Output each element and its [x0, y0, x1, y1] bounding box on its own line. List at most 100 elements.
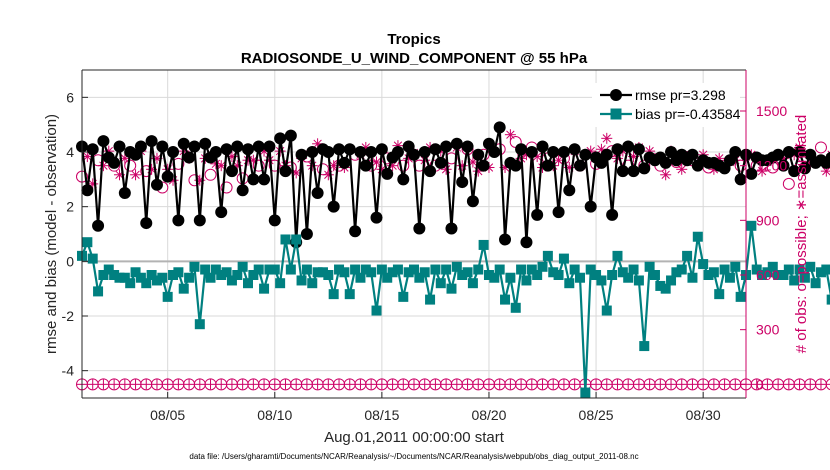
- obs-assimilated-point: [756, 165, 768, 177]
- rmse-point: [113, 140, 126, 153]
- bias-point: [173, 267, 184, 278]
- bias-point: [360, 264, 371, 275]
- obs-zero-possible-point: [825, 378, 830, 391]
- obs-possible-point: [782, 177, 795, 190]
- y-tick-label: 6: [66, 89, 74, 105]
- rmse-point: [777, 159, 790, 172]
- obs-assimilated-stroke: [677, 165, 686, 174]
- legend-bias-marker: [610, 108, 622, 120]
- rmse-point: [258, 173, 271, 186]
- obs-assimilated-stroke: [217, 161, 226, 170]
- rmse-point: [729, 146, 742, 158]
- rmse-point: [140, 217, 153, 230]
- rmse-point: [574, 159, 586, 172]
- bias-point: [778, 270, 789, 280]
- rmse-point: [541, 159, 554, 172]
- bias-point: [328, 289, 339, 300]
- bias-point: [708, 267, 719, 278]
- rmse-point: [354, 146, 367, 158]
- bias-point: [521, 275, 532, 286]
- rmse-point: [515, 143, 528, 156]
- bias-point: [376, 264, 387, 275]
- bias-point: [285, 264, 296, 275]
- bias-point: [350, 264, 361, 275]
- rmse-point: [220, 143, 233, 156]
- bias-point: [473, 264, 484, 275]
- bias-point: [692, 231, 703, 242]
- x-tick-label: 08/05: [150, 407, 185, 423]
- x-tick-label: 08/20: [471, 407, 506, 423]
- rmse-point: [798, 162, 811, 175]
- bias-point: [794, 264, 805, 275]
- x-tick-label: 08/30: [686, 407, 721, 423]
- legend-bias-label: bias pr=-0.43584: [635, 106, 741, 122]
- bias-point: [296, 275, 307, 286]
- bias-point: [451, 261, 462, 272]
- chart-subtitle: RADIOSONDE_U_WIND_COMPONENT @ 55 hPa: [241, 50, 588, 67]
- rmse-point: [167, 146, 180, 158]
- y-tick-label: -2: [62, 308, 75, 324]
- rmse-point: [209, 146, 222, 158]
- y2-tick-label: 0: [756, 376, 764, 392]
- bias-point: [633, 275, 644, 286]
- bias-point: [821, 264, 830, 275]
- legend-rmse-marker: [610, 89, 622, 101]
- bias-point: [478, 239, 489, 250]
- bias-point: [714, 289, 725, 300]
- rmse-point: [584, 200, 597, 213]
- legend-rmse-label: rmse pr=3.298: [635, 87, 726, 103]
- rmse-point: [445, 222, 458, 235]
- bias-point: [644, 261, 655, 272]
- rmse-point: [365, 146, 378, 158]
- bias-point: [98, 270, 109, 280]
- y2-tick-label: 600: [756, 267, 780, 283]
- bias-point: [815, 267, 826, 278]
- obs-assimilated-point: [660, 169, 672, 181]
- rmse-point: [440, 140, 453, 153]
- bias-point: [226, 275, 237, 286]
- rmse-point: [772, 148, 785, 161]
- bias-point: [542, 250, 553, 261]
- bias-point: [157, 272, 168, 283]
- bias-point: [291, 234, 302, 245]
- bias-point: [671, 267, 682, 278]
- bias-point: [553, 270, 564, 280]
- rmse-point: [188, 140, 201, 153]
- rmse-point: [215, 206, 228, 219]
- obs-assimilated-stroke: [131, 170, 140, 179]
- bias-point: [591, 270, 602, 280]
- bias-point: [269, 264, 280, 275]
- bias-point: [762, 267, 773, 278]
- rmse-series: [76, 121, 830, 249]
- rmse-point: [92, 219, 105, 232]
- bias-point: [87, 253, 98, 264]
- rmse-point: [118, 187, 131, 199]
- bias-point: [387, 267, 398, 278]
- rmse-point: [408, 148, 420, 161]
- bias-point: [698, 259, 709, 270]
- bias-point: [746, 220, 757, 231]
- obs-assimilated-stroke: [597, 145, 606, 154]
- bias-point: [307, 278, 318, 289]
- x-axis-label: Aug.01,2011 00:00:00 start: [324, 429, 505, 446]
- rmse-point: [622, 140, 635, 153]
- bias-point: [783, 264, 794, 275]
- bias-point: [103, 264, 114, 275]
- bias-point: [371, 305, 382, 316]
- bias-point: [575, 272, 585, 283]
- bias-point: [403, 267, 414, 278]
- obs-assimilated-point: [130, 169, 142, 181]
- obs-assimilated-stroke: [602, 134, 611, 143]
- y2-tick-label: 1500: [756, 103, 787, 119]
- chart-title: Tropics: [387, 31, 440, 48]
- rmse-point: [686, 148, 699, 161]
- y-tick-label: -4: [62, 363, 75, 379]
- rmse-point: [81, 184, 94, 197]
- bias-point: [569, 264, 580, 275]
- rmse-point: [150, 178, 163, 191]
- rmse-point: [242, 143, 254, 156]
- y2-tick-label: 300: [756, 322, 780, 338]
- bias-point: [301, 264, 312, 275]
- bias-point: [317, 267, 328, 278]
